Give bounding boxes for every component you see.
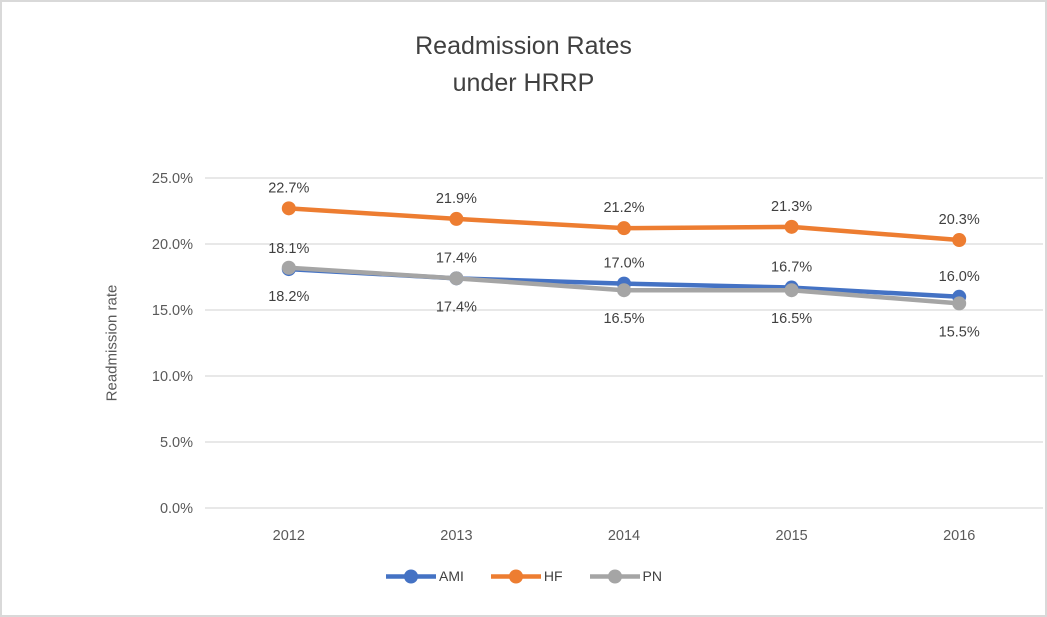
y-tick-label: 20.0%: [152, 237, 193, 253]
series-marker-hf: [281, 201, 296, 216]
data-label-pn: 15.5%: [939, 324, 980, 340]
x-tick-label: 2013: [440, 528, 472, 544]
data-label-ami: 17.0%: [603, 256, 644, 272]
legend-label: HF: [543, 568, 563, 584]
legend-label: PN: [642, 568, 662, 584]
data-label-pn: 18.2%: [268, 289, 309, 305]
legend: AMI HF PN: [2, 568, 1045, 584]
data-label-pn: 16.5%: [771, 311, 812, 327]
data-label-ami: 16.0%: [939, 269, 980, 285]
x-tick-label: 2012: [273, 528, 305, 544]
legend-key-icon: [385, 569, 436, 583]
chart-title: Readmission Rates under HRRP: [2, 28, 1045, 102]
data-label-ami: 17.4%: [436, 250, 477, 266]
chart-title-line2: under HRRP: [452, 69, 595, 97]
data-label-hf: 20.3%: [939, 212, 980, 228]
y-tick-label: 0.0%: [160, 501, 193, 517]
legend-item-ami: AMI: [385, 568, 464, 584]
series-marker-hf: [449, 211, 464, 226]
data-label-pn: 16.5%: [603, 311, 644, 327]
series-marker-hf: [617, 221, 631, 236]
legend-key-icon: [589, 569, 640, 583]
legend-item-pn: PN: [589, 568, 662, 584]
series-marker-pn: [952, 296, 967, 311]
x-tick-label: 2015: [775, 528, 807, 544]
series-marker-pn: [449, 271, 464, 286]
legend-key-icon: [490, 569, 541, 583]
data-label-ami: 16.7%: [771, 260, 812, 276]
data-label-hf: 21.9%: [436, 191, 477, 207]
chart-title-line1: Readmission Rates: [415, 32, 632, 60]
series-marker-pn: [281, 260, 296, 275]
series-marker-pn: [784, 283, 799, 298]
y-tick-label: 15.0%: [152, 303, 193, 319]
y-axis-title: Readmission rate: [103, 284, 121, 402]
legend-label: AMI: [438, 568, 464, 584]
series-marker-hf: [784, 219, 799, 234]
data-label-hf: 21.2%: [603, 200, 644, 216]
data-label-hf: 22.7%: [268, 180, 309, 196]
series-marker-hf: [952, 233, 967, 248]
data-label-ami: 18.1%: [268, 241, 309, 257]
y-tick-label: 5.0%: [160, 435, 193, 451]
y-tick-label: 10.0%: [152, 369, 193, 385]
series-marker-pn: [617, 283, 631, 298]
y-tick-label: 25.0%: [152, 171, 193, 187]
x-tick-label: 2016: [943, 528, 975, 544]
legend-item-hf: HF: [490, 568, 563, 584]
data-label-pn: 17.4%: [436, 299, 477, 315]
x-tick-label: 2014: [608, 528, 640, 544]
data-label-hf: 21.3%: [771, 199, 812, 215]
